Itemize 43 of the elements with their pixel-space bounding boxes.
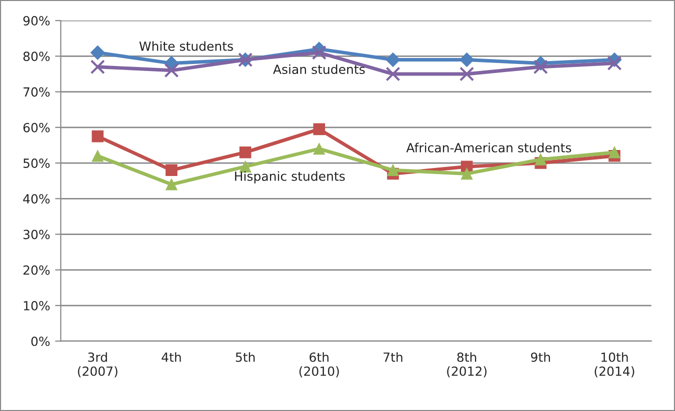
x-tick-label: 3rd (2007) [78, 352, 118, 378]
y-tick-label: 0% [31, 336, 50, 346]
series-label: Hispanic students [235, 171, 345, 184]
point [164, 63, 179, 78]
point [166, 164, 178, 176]
point [313, 142, 326, 155]
x-tick-label: 9th [531, 352, 550, 362]
y-tick-label: 90% [23, 16, 50, 26]
point [312, 45, 326, 60]
x-tick-label: 6th (2010) [299, 352, 339, 378]
point [166, 178, 178, 190]
point [460, 168, 473, 180]
point [460, 66, 474, 82]
x-tick-label: 4th [162, 352, 181, 362]
point [90, 45, 105, 60]
series-label: Asian students [273, 64, 365, 74]
y-tick-label: 30% [24, 230, 50, 240]
y-tick-label: 50% [24, 158, 50, 168]
y-tick-label: 20% [23, 265, 50, 275]
y-tick-label: 70% [24, 87, 50, 97]
y-tick-label: 80% [23, 52, 50, 62]
y-tick-label: 10% [24, 300, 50, 310]
series-label: African-American students [406, 142, 572, 152]
point [313, 123, 326, 136]
point [608, 146, 620, 158]
x-tick-label: 7th [384, 352, 402, 362]
x-tick-label: 5th [236, 352, 255, 362]
point [607, 56, 622, 71]
point [386, 52, 400, 67]
point [387, 164, 399, 176]
point [239, 146, 252, 158]
x-tick-label: 8th (2012) [447, 352, 487, 378]
point [534, 154, 547, 166]
y-tick-label: 60% [23, 122, 50, 132]
series-label: White students [139, 41, 233, 51]
point [90, 60, 105, 74]
point [533, 60, 548, 74]
point [92, 150, 104, 162]
y-tick-label: 40% [23, 194, 50, 204]
x-tick-label: 10th (2014) [594, 352, 634, 378]
point [460, 52, 474, 67]
point [386, 66, 400, 82]
point [92, 130, 104, 142]
